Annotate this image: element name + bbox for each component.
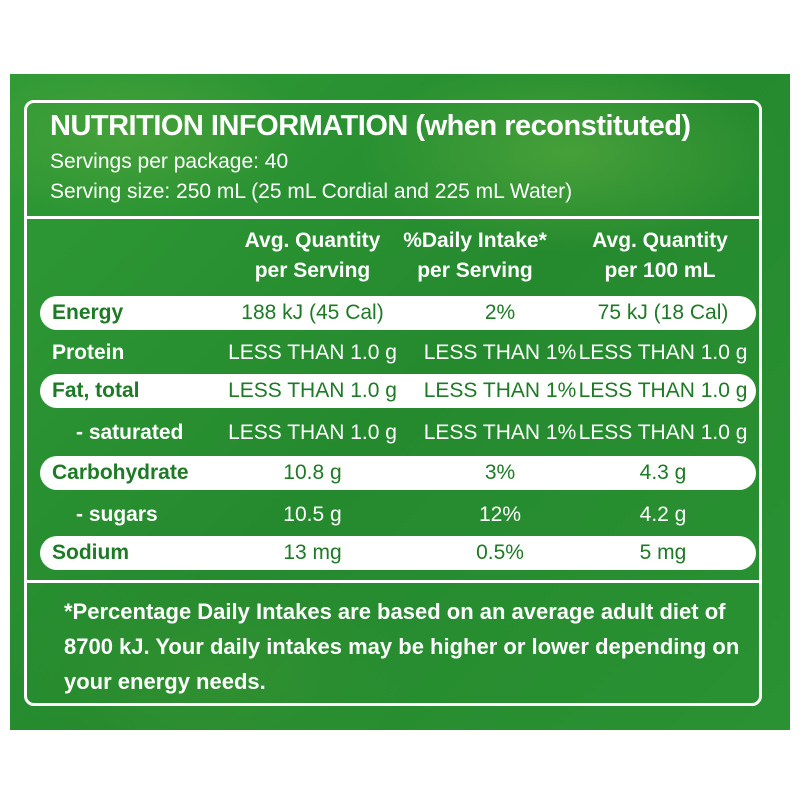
footnote-divider <box>27 580 759 583</box>
row-name: - sugars <box>76 503 158 526</box>
row-daily-intake: LESS THAN 1% <box>423 341 577 364</box>
row-per-100ml: 4.2 g <box>639 503 687 526</box>
header-divider <box>27 216 759 219</box>
column-header-line: per Serving <box>417 259 533 282</box>
row-daily-intake: 2% <box>484 301 516 324</box>
column-header-line: per Serving <box>254 259 371 282</box>
serving-size: Serving size: 250 mL (25 mL Cordial and … <box>50 180 573 203</box>
row-daily-intake: LESS THAN 1% <box>423 421 577 444</box>
row-name: Carbohydrate <box>52 461 189 484</box>
row-daily-intake: 3% <box>484 461 516 484</box>
row-per-serving: LESS THAN 1.0 g <box>228 421 397 444</box>
row-per-serving: 188 kJ (45 Cal) <box>241 301 384 324</box>
table-row-energy: Energy 188 kJ (45 Cal) 2% 75 kJ (18 Cal) <box>40 296 756 330</box>
row-per-100ml: LESS THAN 1.0 g <box>578 379 748 402</box>
row-name: Energy <box>52 301 124 324</box>
panel-title: NUTRITION INFORMATION (when reconstitute… <box>50 110 691 142</box>
nutrition-panel-border <box>24 100 762 706</box>
table-row-sugars: - sugars 10.5 g 12% 4.2 g <box>40 498 756 532</box>
row-daily-intake: 12% <box>478 503 522 526</box>
daily-intake-footnote: *Percentage Daily Intakes are based on a… <box>64 599 740 694</box>
row-daily-intake: 0.5% <box>476 541 524 564</box>
column-header-per-serving: Avg. Quantity per Serving <box>200 226 425 286</box>
row-per-100ml: LESS THAN 1.0 g <box>578 341 748 364</box>
column-header-daily-intake: %Daily Intake* per Serving <box>370 226 580 286</box>
column-header-line: Avg. Quantity <box>244 229 381 252</box>
row-daily-intake: LESS THAN 1% <box>423 379 577 402</box>
row-name: Fat, total <box>52 379 140 402</box>
row-per-serving: 13 mg <box>283 541 342 564</box>
table-row-saturated: - saturated LESS THAN 1.0 g LESS THAN 1%… <box>40 416 756 450</box>
table-row-sodium: Sodium 13 mg 0.5% 5 mg <box>40 536 756 570</box>
row-name: - saturated <box>76 421 184 444</box>
row-name: Protein <box>52 341 125 364</box>
row-per-serving: 10.8 g <box>283 461 342 484</box>
row-per-100ml: 4.3 g <box>639 461 687 484</box>
column-header-line: per 100 mL <box>604 259 716 282</box>
column-header-line: %Daily Intake* <box>403 229 547 252</box>
row-per-serving: LESS THAN 1.0 g <box>228 341 397 364</box>
servings-per-package: Servings per package: 40 <box>50 150 289 173</box>
table-row-protein: Protein LESS THAN 1.0 g LESS THAN 1% LES… <box>40 336 756 370</box>
row-per-100ml: 5 mg <box>639 541 687 564</box>
row-per-serving: LESS THAN 1.0 g <box>228 379 397 402</box>
row-per-serving: 10.5 g <box>283 503 342 526</box>
column-header-per-100ml: Avg. Quantity per 100 mL <box>560 226 760 286</box>
row-per-100ml: 75 kJ (18 Cal) <box>597 301 729 324</box>
table-row-carbohydrate: Carbohydrate 10.8 g 3% 4.3 g <box>40 456 756 490</box>
table-row-fat-total: Fat, total LESS THAN 1.0 g LESS THAN 1% … <box>40 374 756 408</box>
row-name: Sodium <box>52 541 129 564</box>
row-per-100ml: LESS THAN 1.0 g <box>578 421 748 444</box>
column-header-line: Avg. Quantity <box>592 229 728 252</box>
